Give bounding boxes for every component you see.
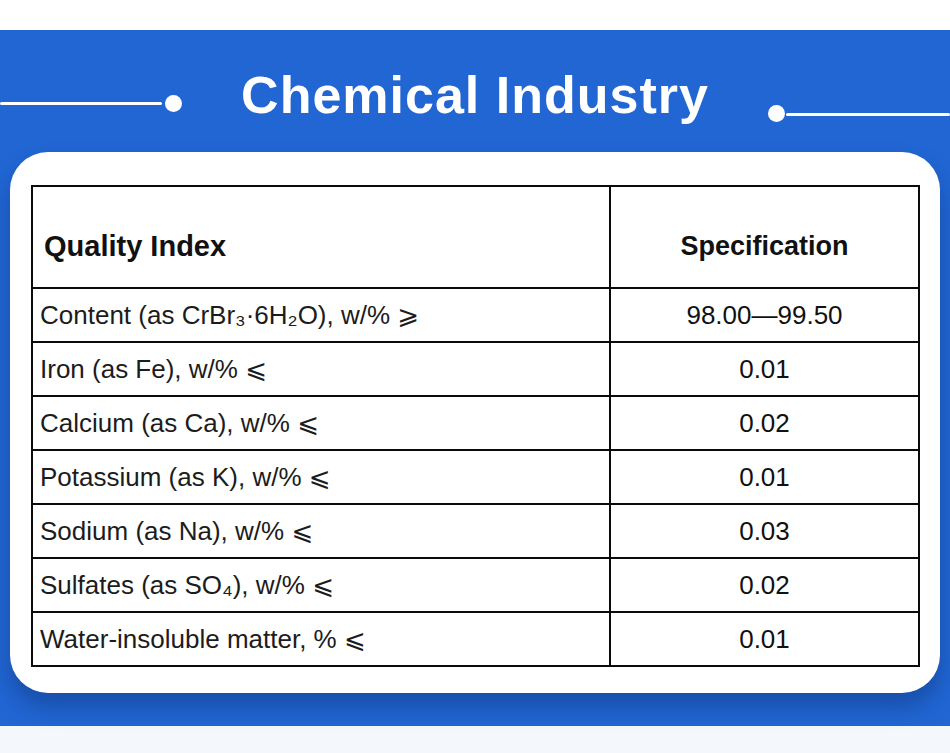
- specification-card: Quality Index Specification Content (as …: [10, 152, 940, 693]
- specification-cell: 0.02: [610, 558, 919, 612]
- quality-index-cell: Potassium (as K), w/% ⩽: [32, 450, 610, 504]
- table-row: Potassium (as K), w/% ⩽ 0.01: [32, 450, 919, 504]
- specification-cell: 0.01: [610, 450, 919, 504]
- table-row: Water-insoluble matter, % ⩽ 0.01: [32, 612, 919, 666]
- specification-table: Quality Index Specification Content (as …: [31, 185, 920, 667]
- bottom-light-strip: [0, 726, 950, 753]
- table-header-row: Quality Index Specification: [32, 186, 919, 288]
- table-row: Calcium (as Ca), w/% ⩽ 0.02: [32, 396, 919, 450]
- title-right-dot-icon: [768, 105, 785, 122]
- page-title: Chemical Industry: [0, 64, 950, 126]
- specification-cell: 98.00—99.50: [610, 288, 919, 342]
- quality-index-cell: Water-insoluble matter, % ⩽: [32, 612, 610, 666]
- quality-index-cell: Calcium (as Ca), w/% ⩽: [32, 396, 610, 450]
- table-row: Content (as CrBr₃·6H₂O), w/% ⩾ 98.00—99.…: [32, 288, 919, 342]
- specification-cell: 0.02: [610, 396, 919, 450]
- specification-cell: 0.03: [610, 504, 919, 558]
- quality-index-cell: Iron (as Fe), w/% ⩽: [32, 342, 610, 396]
- table-row: Sulfates (as SO₄), w/% ⩽ 0.02: [32, 558, 919, 612]
- quality-index-cell: Sodium (as Na), w/% ⩽: [32, 504, 610, 558]
- specification-cell: 0.01: [610, 342, 919, 396]
- table-row: Iron (as Fe), w/% ⩽ 0.01: [32, 342, 919, 396]
- specification-column-header: Specification: [610, 186, 919, 288]
- quality-index-cell: Content (as CrBr₃·6H₂O), w/% ⩾: [32, 288, 610, 342]
- specification-cell: 0.01: [610, 612, 919, 666]
- table-row: Sodium (as Na), w/% ⩽ 0.03: [32, 504, 919, 558]
- title-right-line: [786, 113, 950, 116]
- quality-index-cell: Sulfates (as SO₄), w/% ⩽: [32, 558, 610, 612]
- quality-index-column-header: Quality Index: [32, 186, 610, 288]
